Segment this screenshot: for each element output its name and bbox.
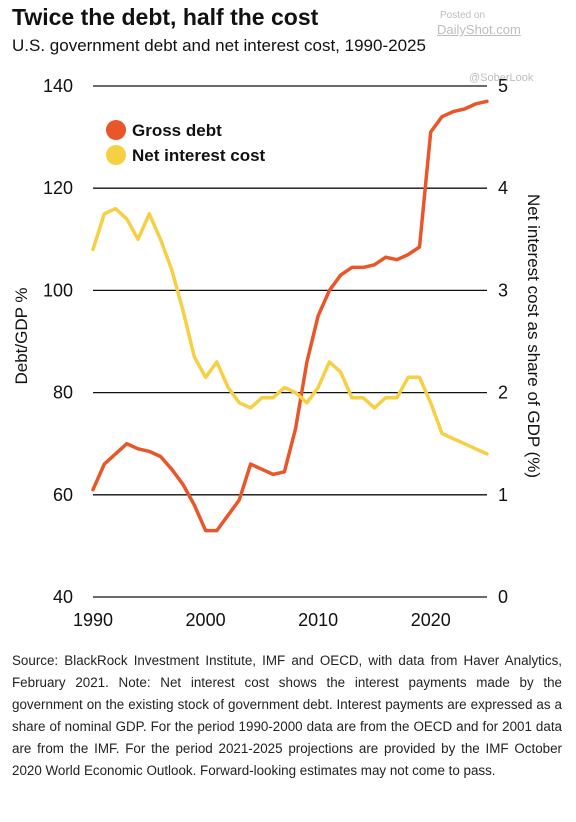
y2-tick-label: 1 (498, 485, 508, 505)
y2-tick-label: 4 (498, 178, 508, 198)
y-tick-label: 40 (53, 587, 73, 607)
watermark-handle: @SoberLook (469, 72, 534, 84)
y2-tick-label: 0 (498, 587, 508, 607)
watermark-posted-on: Posted on (440, 10, 486, 21)
gridlines (93, 85, 487, 598)
chart-subtitle: U.S. government debt and net interest co… (12, 36, 426, 55)
y-tick-label: 140 (43, 76, 73, 96)
line-chart: 40 60 80 100 120 140 0 1 2 3 4 5 1990 2000 2010 2020 Gr… (12, 76, 543, 630)
chart-title: Twice the debt, half the cost (12, 4, 319, 30)
series-lines (91, 99, 489, 533)
source-note: Source: BlackRock Investment Institute, … (12, 653, 562, 778)
x-tick-label: 1990 (73, 610, 113, 630)
y2-axis-label: Net interest cost as share of GDP (%) (524, 194, 543, 478)
legend-marker (106, 145, 126, 165)
legend-marker (106, 120, 126, 140)
series-line-net-interest-cost (91, 206, 489, 456)
legend-label: Net interest cost (132, 146, 266, 165)
tick-labels: 40 60 80 100 120 140 0 1 2 3 4 5 1990 2000 2010 2020 (43, 76, 508, 630)
y-tick-label: 60 (53, 485, 73, 505)
legend: Gross debt Net interest cost (106, 120, 266, 165)
y2-tick-label: 2 (498, 383, 508, 403)
y-tick-label: 100 (43, 280, 73, 300)
y-axis-label: Debt/GDP % (12, 287, 31, 384)
series-line-gross-debt (91, 99, 489, 533)
watermark-site: DailyShot.com (437, 22, 521, 37)
x-tick-label: 2000 (186, 610, 226, 630)
y-tick-label: 80 (53, 383, 73, 403)
y2-tick-label: 5 (498, 76, 508, 96)
legend-label: Gross debt (132, 121, 222, 140)
y2-tick-label: 3 (498, 280, 508, 300)
x-tick-label: 2010 (298, 610, 338, 630)
y-tick-label: 120 (43, 178, 73, 198)
x-tick-label: 2020 (411, 610, 451, 630)
